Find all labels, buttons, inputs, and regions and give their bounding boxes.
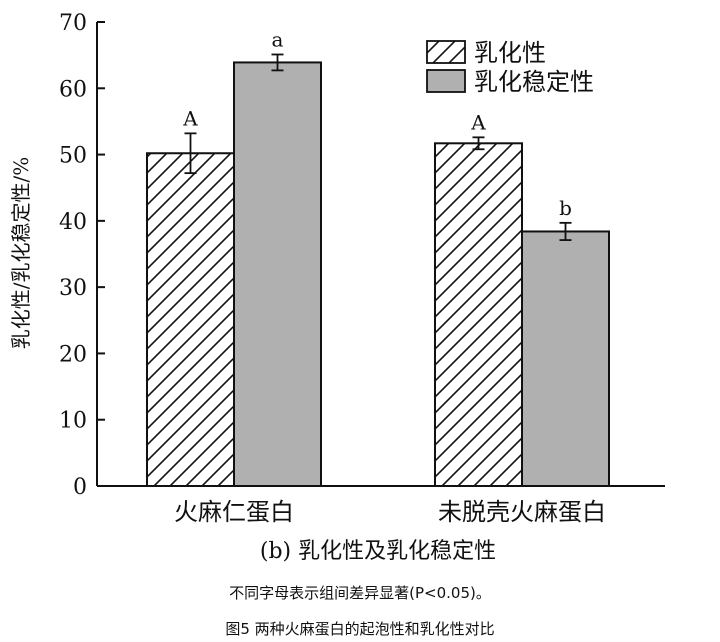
y-tick-label: 20 <box>59 342 87 367</box>
legend-label: 乳化性 <box>474 39 546 67</box>
legend-swatch <box>426 69 466 93</box>
bar <box>146 152 235 487</box>
chart-svg: 0 10 20 30 40 50 60 70 火麻仁蛋白 未脱壳火麻蛋白 Aa Ab 乳化性乳化稳定… <box>9 11 665 564</box>
bar <box>434 142 523 487</box>
y-tick-label: 60 <box>59 77 87 102</box>
y-tick-label: 0 <box>73 475 87 500</box>
y-tick-label: 40 <box>59 210 87 235</box>
bar <box>233 61 322 487</box>
y-tick-label: 50 <box>59 144 87 169</box>
significance-label: A <box>182 106 198 130</box>
y-tick-label: 70 <box>59 11 87 36</box>
significance-label: b <box>559 196 572 220</box>
chart-subtitle: (b) 乳化性及乳化稳定性 <box>260 539 496 564</box>
error-bar <box>271 53 284 72</box>
axes: 0 10 20 30 40 50 60 70 火麻仁蛋白 未脱壳火麻蛋白 <box>59 11 665 526</box>
significance-label: A <box>470 110 486 134</box>
y-tick-label: 30 <box>59 276 87 301</box>
significance-note: 不同字母表示组间差异显著(P<0.05)。 <box>229 584 491 602</box>
error-bar <box>472 136 485 151</box>
y-axis-label: 乳化性/乳化稳定性/% <box>9 157 33 349</box>
error-bar <box>559 221 572 241</box>
error-bar <box>184 132 197 175</box>
bar <box>521 230 610 487</box>
bars-group: Aa Ab <box>146 27 610 487</box>
figure-caption: 图5 两种火麻蛋白的起泡性和乳化性对比 <box>225 620 495 638</box>
significance-label: a <box>272 27 284 51</box>
legend-label: 乳化稳定性 <box>474 68 594 96</box>
y-tick-label: 10 <box>59 409 87 434</box>
x-tick-label: 火麻仁蛋白 <box>174 498 294 526</box>
legend-swatch <box>426 40 466 64</box>
x-tick-label: 未脱壳火麻蛋白 <box>438 498 606 526</box>
